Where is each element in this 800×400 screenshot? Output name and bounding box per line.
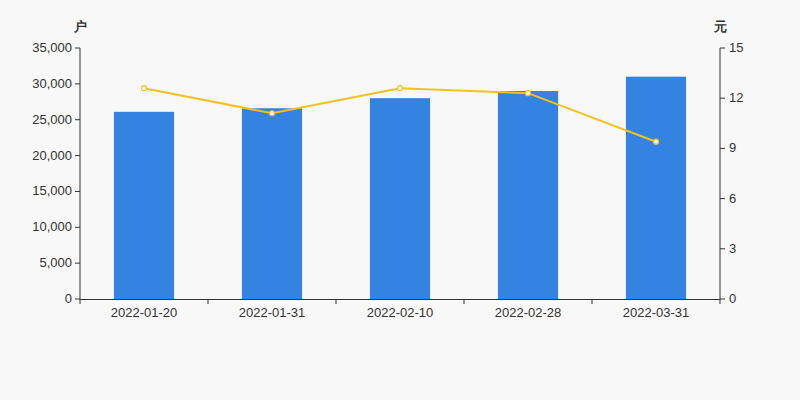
x-tick-label: 2022-01-31 xyxy=(239,305,306,320)
line-marker xyxy=(270,111,275,116)
y-axis-line xyxy=(80,48,81,299)
bar xyxy=(498,91,558,299)
x-tick-label: 2022-03-31 xyxy=(623,305,690,320)
x-axis-line xyxy=(80,299,720,300)
chart: 0 5,000 10,000 15,000 20,000 25,000 30,000 35,0… xyxy=(0,0,800,400)
x-tick xyxy=(336,299,337,304)
y2-tick xyxy=(720,248,725,249)
y-tick-label: 0 xyxy=(65,291,72,306)
bar xyxy=(626,77,686,299)
line-marker xyxy=(142,86,147,91)
y2-tick xyxy=(720,198,725,199)
y-tick-label: 10,000 xyxy=(32,219,72,234)
y2-tick-label: 3 xyxy=(729,241,736,256)
y2-axis-line xyxy=(720,48,721,299)
y-tick-label: 35,000 xyxy=(32,40,72,55)
x-tick xyxy=(720,299,721,304)
line-marker xyxy=(654,139,659,144)
y-tick-label: 25,000 xyxy=(32,112,72,127)
y2-tick xyxy=(720,48,725,49)
y-tick-label: 30,000 xyxy=(32,76,72,91)
x-tick xyxy=(208,299,209,304)
line-marker xyxy=(526,91,531,96)
line-marker xyxy=(398,86,403,91)
x-tick-label: 2022-02-10 xyxy=(367,305,434,320)
plot-area xyxy=(114,77,686,299)
line xyxy=(144,88,656,142)
y-tick xyxy=(75,155,80,156)
y2-tick xyxy=(720,148,725,149)
x-tick xyxy=(80,299,81,304)
y2-tick-label: 15 xyxy=(729,40,743,55)
y-tick xyxy=(75,299,80,300)
y-tick xyxy=(75,191,80,192)
y2-tick-label: 6 xyxy=(729,191,736,206)
y-tick-label: 15,000 xyxy=(32,183,72,198)
y-tick xyxy=(75,48,80,49)
y-axis-title: 户 xyxy=(73,19,87,34)
x-tick xyxy=(464,299,465,304)
y2-axis-title: 元 xyxy=(713,19,727,34)
x-tick-label: 2022-01-20 xyxy=(111,305,178,320)
bar xyxy=(370,98,430,299)
y2-tick xyxy=(720,299,725,300)
y-tick xyxy=(75,119,80,120)
bar xyxy=(242,108,302,299)
y2-tick xyxy=(720,98,725,99)
y-tick xyxy=(75,83,80,84)
x-tick xyxy=(592,299,593,304)
y2-tick-label: 9 xyxy=(729,140,736,155)
y2-tick-label: 12 xyxy=(729,90,743,105)
y-tick-label: 20,000 xyxy=(32,148,72,163)
bar xyxy=(114,112,174,299)
y-tick-label: 5,000 xyxy=(39,255,72,270)
x-tick-label: 2022-02-28 xyxy=(495,305,562,320)
y-tick xyxy=(75,227,80,228)
y2-tick-label: 0 xyxy=(729,291,736,306)
y-tick xyxy=(75,263,80,264)
